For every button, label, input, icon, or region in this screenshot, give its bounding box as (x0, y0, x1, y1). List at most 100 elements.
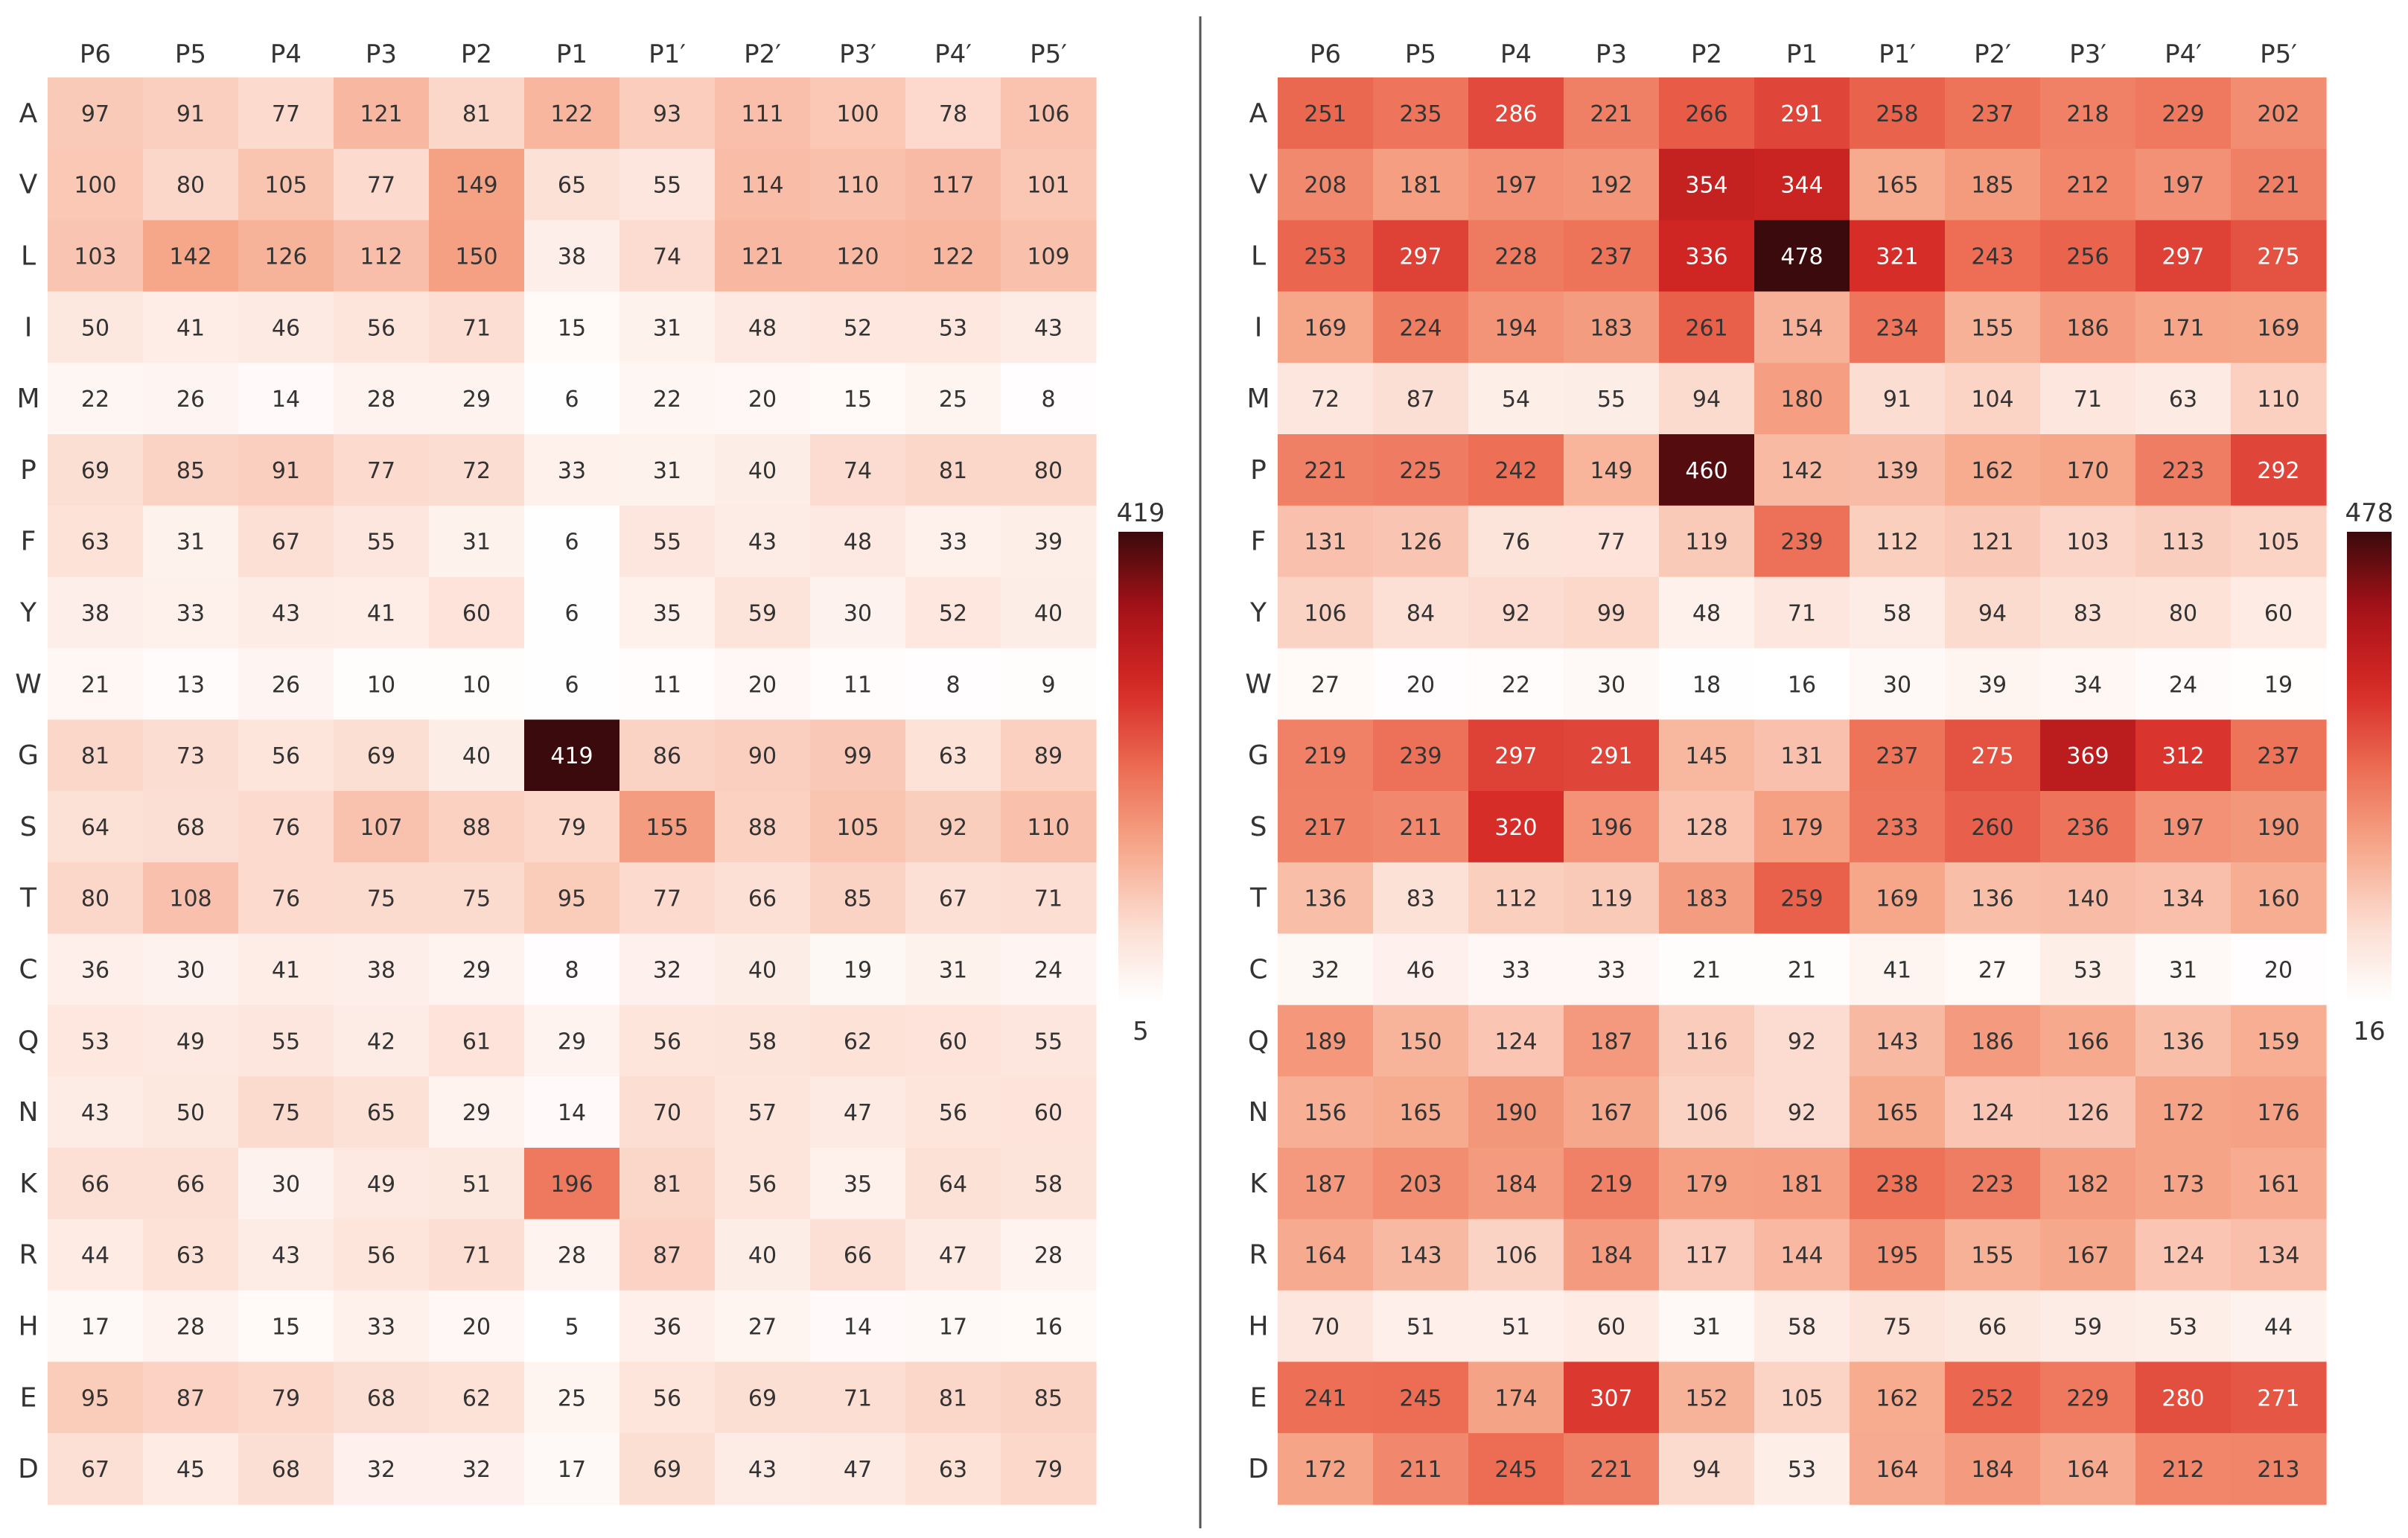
heatmap-cell (334, 719, 430, 792)
column-label: P3′ (2069, 39, 2106, 69)
heatmap-cell (905, 1148, 1001, 1220)
heatmap-cell (1373, 148, 1469, 221)
heatmap-cell (238, 1290, 334, 1362)
heatmap-cell (238, 291, 334, 363)
row-label: C (1249, 955, 1267, 985)
cell-value-label: 56 (939, 1100, 967, 1126)
heatmap-cell (619, 791, 716, 863)
cell-value-label: 61 (462, 1029, 491, 1055)
cell-value-label: 56 (653, 1385, 681, 1411)
cell-value-label: 78 (939, 101, 967, 127)
heatmap-cell (1278, 648, 1374, 720)
cell-value-label: 174 (1494, 1385, 1537, 1411)
heatmap-cell (2135, 1290, 2232, 1362)
cell-value-label: 56 (272, 743, 300, 769)
heatmap-cell (1373, 220, 1469, 292)
cell-value-label: 208 (1304, 173, 1346, 199)
heatmap-cell (429, 791, 525, 863)
cell-value-label: 55 (272, 1029, 300, 1055)
heatmap-cell (2135, 1148, 2232, 1220)
heatmap-cell (2231, 791, 2327, 863)
heatmap-cell (1850, 1148, 1946, 1220)
heatmap-cell (715, 1218, 811, 1291)
cell-value-label: 181 (1399, 173, 1442, 199)
heatmap-cell (1754, 1005, 1850, 1077)
row-label: G (1248, 740, 1269, 771)
heatmap-cell (238, 862, 334, 935)
column-label: P2 (1691, 39, 1722, 69)
cell-value-label: 81 (653, 1172, 681, 1198)
heatmap-cell (1754, 933, 1850, 1005)
cell-value-label: 94 (1692, 1457, 1721, 1483)
row-label: T (19, 883, 37, 914)
cell-value-label: 76 (272, 815, 300, 841)
cell-value-label: 40 (462, 743, 491, 769)
cell-value-label: 229 (2066, 1385, 2109, 1411)
cell-value-label: 68 (367, 1385, 395, 1411)
heatmap-cell (1001, 1218, 1097, 1291)
cell-value-label: 66 (748, 886, 777, 912)
cell-value-label: 26 (176, 387, 205, 413)
heatmap-cell (619, 1218, 716, 1291)
cell-value-label: 228 (1494, 244, 1537, 270)
heatmap-cell (2040, 719, 2136, 792)
heatmap-cell (2135, 1218, 2232, 1291)
heatmap-cell (2231, 1218, 2327, 1291)
cell-value-label: 91 (272, 458, 300, 484)
cell-value-label: 75 (462, 886, 491, 912)
cell-value-label: 30 (176, 958, 205, 984)
heatmap-cell (48, 933, 144, 1005)
heatmap-cell (1468, 434, 1564, 506)
cell-value-label: 195 (1876, 1243, 1918, 1269)
cell-value-label: 172 (2162, 1100, 2204, 1126)
cell-value-label: 235 (1399, 101, 1442, 127)
cell-value-label: 478 (1780, 244, 1823, 270)
column-label: P2′ (744, 39, 781, 69)
cell-value-label: 80 (81, 886, 109, 912)
heatmap-cell (48, 791, 144, 863)
heatmap-cell (48, 1361, 144, 1434)
cell-value-label: 31 (2169, 958, 2197, 984)
cell-value-label: 53 (2074, 958, 2102, 984)
cell-value-label: 75 (272, 1100, 300, 1126)
cell-value-label: 117 (931, 173, 974, 199)
heatmap-cell (1945, 363, 2041, 435)
heatmap-cell (2040, 220, 2136, 292)
heatmap-cell (1001, 434, 1097, 506)
heatmap-cell (1754, 1290, 1850, 1362)
row-label: R (1249, 1240, 1267, 1271)
column-label: P4 (1500, 39, 1532, 69)
heatmap-cell (810, 291, 906, 363)
cell-value-label: 354 (1685, 173, 1727, 199)
cell-value-label: 15 (558, 315, 586, 341)
colorbar-max-label: 419 (1117, 498, 1165, 528)
cell-value-label: 142 (169, 244, 211, 270)
cell-value-label: 190 (2257, 815, 2299, 841)
cell-value-label: 21 (81, 672, 109, 698)
heatmap-cell (1945, 576, 2041, 649)
cell-value-label: 56 (367, 1243, 395, 1269)
cell-value-label: 43 (748, 530, 777, 556)
heatmap-cell (1564, 1148, 1660, 1220)
cell-value-label: 114 (741, 173, 783, 199)
cell-value-label: 211 (1399, 1457, 1442, 1483)
cell-value-label: 79 (558, 815, 586, 841)
cell-value-label: 77 (272, 101, 300, 127)
heatmap-cell (2040, 291, 2136, 363)
cell-value-label: 53 (939, 315, 967, 341)
cell-value-label: 16 (1034, 1315, 1063, 1341)
cell-value-label: 155 (1971, 315, 2013, 341)
heatmap-cell (1754, 719, 1850, 792)
heatmap-cell (238, 148, 334, 221)
heatmap-cell (905, 1218, 1001, 1291)
cell-value-label: 312 (2162, 743, 2204, 769)
cell-value-label: 344 (1780, 173, 1823, 199)
cell-value-label: 80 (2169, 601, 2197, 627)
cell-value-label: 202 (2257, 101, 2299, 127)
cell-value-label: 190 (1494, 1100, 1537, 1126)
cell-value-label: 27 (748, 1315, 777, 1341)
heatmap-cell (334, 291, 430, 363)
heatmap-cell (524, 791, 620, 863)
heatmap-cell (143, 576, 239, 649)
cell-value-label: 99 (844, 743, 872, 769)
